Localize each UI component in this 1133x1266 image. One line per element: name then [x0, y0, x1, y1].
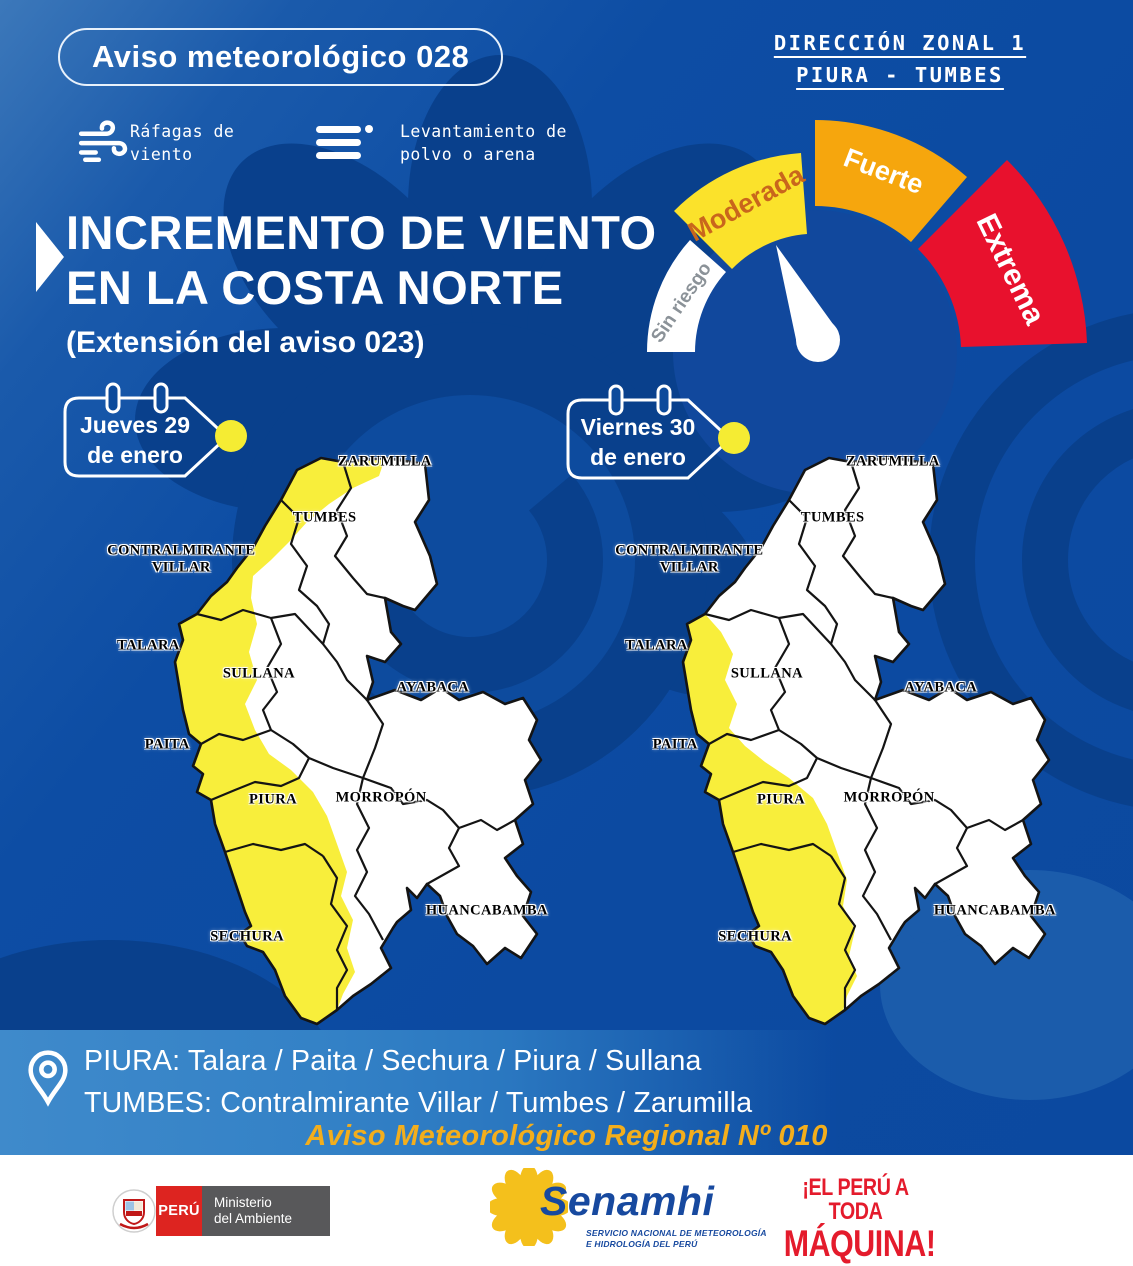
map-label-zarumilla: ZARUMILLA [337, 453, 432, 470]
gauge-segment-moderada [674, 153, 807, 269]
calendar-ring-icon [608, 384, 624, 416]
calendar-ring-icon [153, 382, 169, 414]
date-line2: de enero [87, 442, 183, 468]
senamhi-tagline-line2: E HIDROLOGÍA DEL PERÚ [586, 1239, 698, 1250]
alert-zone-day1 [175, 458, 385, 1024]
map-label-sechura: SECHURA [210, 928, 284, 945]
zonal-line2: PIURA - TUMBES [796, 62, 1004, 87]
date-badge-viernes-30: Viernes 30 de enero [566, 384, 750, 480]
map-label-paita: PAITA [144, 736, 190, 753]
province-boundaries [704, 461, 1024, 1010]
peru-label: PERÚ [158, 1203, 200, 1219]
map-label-zarumilla: ZARUMILLA [845, 453, 940, 470]
map-jueves-29: ZARUMILLA TUMBES CONTRALMIRANTE VILLAR T… [85, 448, 555, 1030]
map-label-huancabamba: HUANCABAMBA [933, 902, 1056, 919]
calendar-ring-icon [656, 384, 672, 416]
map-label-piura: PIURA [757, 791, 805, 808]
department-outline [681, 456, 1051, 1026]
ministry-line2: del Ambiente [214, 1211, 293, 1226]
map-label-ayabaca: AYABACA [396, 679, 470, 696]
map-viernes-30-geography [681, 456, 1051, 1026]
map-label-talara: TALARA [625, 637, 688, 654]
date-dot [215, 420, 247, 452]
title-line2: EN LA COSTA NORTE [66, 260, 564, 314]
map-label-tumbes: TUMBES [800, 509, 865, 526]
map-label-contralmirante: CONTRALMIRANTE VILLAR [107, 542, 256, 576]
coverage-piura: PIURA: Talara / Paita / Sechura / Piura … [84, 1045, 702, 1077]
date-line2: de enero [590, 444, 686, 470]
map-label-morropon: MORROPÓN [843, 789, 935, 806]
map-label-contralmirante: CONTRALMIRANTE VILLAR [615, 542, 764, 576]
slogan-line2: MÁQUINA! [783, 1222, 936, 1264]
risk-level-gauge: Sin riesgo Moderada Fuerte Extrema [647, 120, 1087, 494]
map-label-piura: PIURA [249, 791, 297, 808]
title-subtitle: (Extensión del aviso 023) [66, 325, 425, 359]
coverage-area-list: PIURA: Talara / Paita / Sechura / Piura … [84, 1041, 752, 1125]
date-line1: Jueves 29 [80, 412, 190, 438]
senamhi-tagline: SERVICIO NACIONAL DE METEOROLOGÍA E HIDR… [586, 1228, 786, 1251]
province-boundaries [196, 461, 516, 1010]
zonal-direction-heading: DIRECCIÓN ZONAL 1 PIURA - TUMBES [720, 28, 1080, 92]
senamhi-tagline-line1: SERVICIO NACIONAL DE METEOROLOGÍA [586, 1228, 767, 1238]
title-arrow-icon [36, 222, 64, 292]
calendar-ring-icon [105, 382, 121, 414]
map-label-tumbes: TUMBES [292, 509, 357, 526]
dust-sand-label: Levantamiento de polvo o arena [400, 122, 567, 165]
map-label-ayabaca: AYABACA [904, 679, 978, 696]
map-label-sullana: SULLANA [730, 665, 803, 682]
date-dot [718, 422, 750, 454]
date-line1: Viernes 30 [581, 414, 696, 440]
coverage-tumbes: TUMBES: Contralmirante Villar / Tumbes /… [84, 1086, 753, 1119]
ministry-block: Ministerio del Ambiente [202, 1186, 330, 1236]
senamhi-sun-icon [490, 1168, 568, 1246]
map-label-paita: PAITA [652, 736, 698, 753]
zonal-line1: DIRECCIÓN ZONAL 1 [773, 31, 1027, 55]
map-label-sechura: SECHURA [718, 928, 792, 945]
map-label-huancabamba: HUANCABAMBA [425, 902, 548, 919]
peru-coat-of-arms-icon [112, 1189, 156, 1233]
slogan-line1: ¡EL PERÚ A TODA [802, 1174, 909, 1226]
alert-zone-day2 [683, 614, 857, 1024]
ministry-line1: Ministerio [214, 1195, 272, 1211]
location-pin-icon [28, 1050, 68, 1107]
advisory-number-badge: Aviso meteorológico 028 [58, 28, 504, 86]
advisory-number-label: Aviso meteorológico 028 [92, 39, 470, 74]
title-line1: INCREMENTO DE VIENTO [66, 206, 657, 259]
map-label-sullana: SULLANA [222, 665, 295, 682]
map-jueves-29-geography [173, 456, 543, 1026]
wind-gust-label: Ráfagas de viento [130, 122, 235, 165]
gauge-segment-sin-riesgo [647, 240, 726, 352]
bottom-highlight-band [0, 1030, 1133, 1155]
map-viernes-30: ZARUMILLA TUMBES CONTRALMIRANTE VILLAR T… [593, 448, 1063, 1030]
regional-advisory-note: Aviso Meteorológico Regional Nº 010 [305, 1120, 828, 1152]
gauge-segment-fuerte [815, 120, 967, 242]
peru-slogan: ¡EL PERÚ A TODA MÁQUINA! [783, 1174, 936, 1264]
dust-sand-icon [316, 124, 374, 170]
senamhi-logo-text: Senamhi [540, 1178, 715, 1224]
gauge-needle [776, 245, 840, 362]
map-label-talara: TALARA [117, 637, 180, 654]
gauge-segment-extrema [918, 160, 1087, 347]
department-outline [173, 456, 543, 1026]
peru-brand-block: PERÚ [156, 1186, 202, 1236]
main-title: INCREMENTO DE VIENTO EN LA COSTA NORTE (… [66, 206, 657, 360]
date-badge-jueves-29: Jueves 29 de enero [63, 382, 247, 478]
wind-gust-icon [78, 120, 128, 162]
map-label-morropon: MORROPÓN [335, 789, 427, 806]
